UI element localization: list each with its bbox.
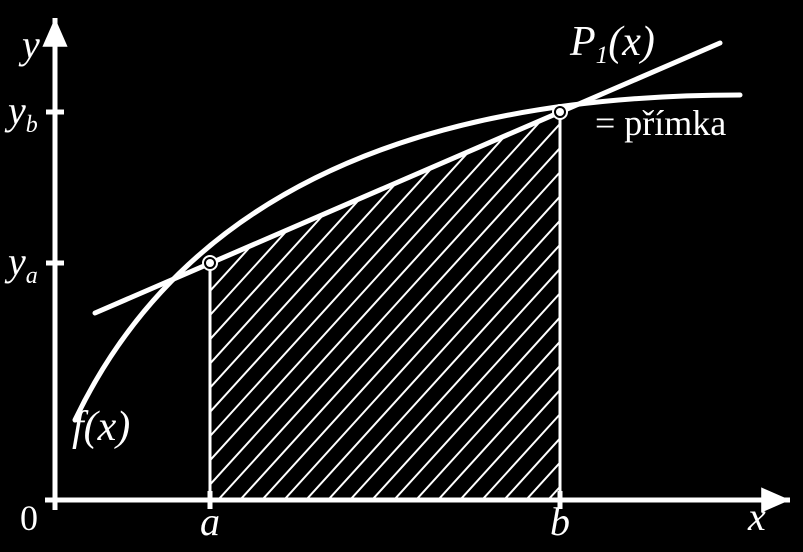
shaded-area-hatching	[0, 0, 803, 552]
axes	[42, 18, 790, 513]
label-x-axis: x	[747, 494, 766, 539]
secant-line-p1	[95, 43, 720, 313]
label-yb: yb	[4, 88, 38, 138]
label-a: a	[200, 499, 220, 544]
y-axis-arrowhead	[42, 18, 67, 47]
label-p1x: P1(x)	[569, 19, 655, 69]
label-b: b	[550, 499, 570, 544]
label-primka: = přímka	[595, 103, 726, 143]
point-a	[203, 256, 217, 270]
point-b	[553, 105, 567, 119]
label-fx: f(x)	[72, 404, 130, 450]
label-ya: ya	[4, 239, 38, 289]
label-origin: 0	[20, 498, 38, 538]
curve-fx	[75, 95, 740, 420]
label-y-axis: y	[18, 22, 40, 67]
trapezoid-rule-diagram: 0 x y a b ya yb f(x) P1(x) = přímka	[0, 0, 803, 552]
